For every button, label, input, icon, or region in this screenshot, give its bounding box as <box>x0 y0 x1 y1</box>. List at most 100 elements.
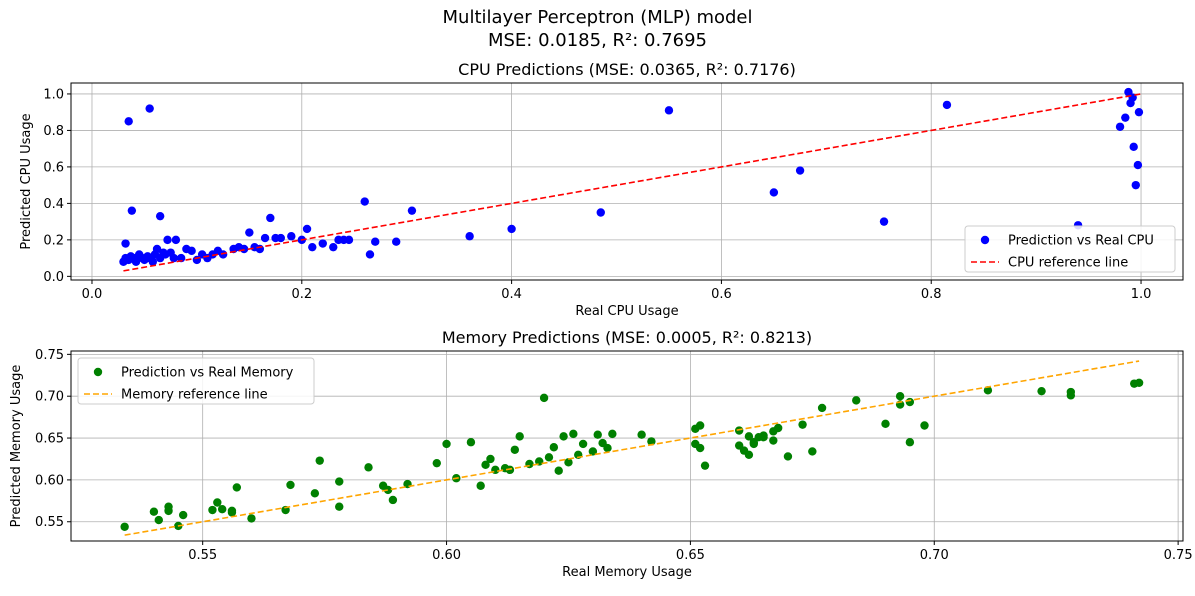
cpu-scatter-point <box>407 206 417 215</box>
memory-scatter-point <box>388 495 398 505</box>
memory-scatter-point <box>817 403 827 413</box>
figure-subtitle: MSE: 0.0185, R²: 0.7695 <box>487 30 708 51</box>
cpu-scatter-point <box>171 235 181 245</box>
cpu-predictions-chart: CPU Predictions (MSE: 0.0365, R²: 0.7176… <box>19 60 1184 319</box>
cpu-legend-label: Prediction vs Real CPU <box>1008 234 1154 249</box>
cpu-scatter-point <box>131 257 141 266</box>
memory-scatter-point <box>481 460 490 470</box>
memory-scatter-point <box>544 453 554 462</box>
memory-scatter-point <box>905 438 915 447</box>
memory-series-0 <box>120 378 1144 531</box>
cpu-y-tick-label: 1.0 <box>43 87 64 102</box>
cpu-y-tick-label: 0.2 <box>43 233 64 248</box>
memory-scatter-point <box>335 502 344 511</box>
cpu-y-tick-label: 0.6 <box>43 160 64 175</box>
memory-scatter-point <box>769 436 778 445</box>
memory-scatter-point <box>695 443 705 453</box>
cpu-scatter-point <box>344 235 354 245</box>
memory-series-1 <box>124 360 1140 536</box>
memory-scatter-point <box>783 452 793 461</box>
cpu-scatter-point <box>664 106 674 115</box>
memory-scatter-point <box>286 480 295 490</box>
memory-scatter-point <box>744 450 754 459</box>
memory-scatter-point <box>310 489 320 498</box>
cpu-scatter-point <box>329 242 338 252</box>
cpu-scatter-point <box>596 208 605 217</box>
memory-scatter-point <box>549 443 559 452</box>
memory-y-axis-label: Predicted Memory Usage <box>9 365 24 528</box>
memory-scatter-point <box>905 397 915 407</box>
memory-scatter-point <box>154 515 163 525</box>
cpu-axes-frame <box>70 82 1184 281</box>
cpu-scatter-point <box>239 244 249 254</box>
cpu-x-tick-label: 1.0 <box>1131 287 1152 302</box>
memory-scatter-point <box>808 447 817 456</box>
cpu-scatter-point <box>308 242 317 252</box>
memory-x-tick-label: 0.55 <box>188 548 217 563</box>
memory-legend-box <box>77 357 315 405</box>
cpu-scatter-point <box>155 211 165 221</box>
memory-scatter-point <box>920 421 929 430</box>
cpu-scatter-point <box>276 233 286 243</box>
memory-scatter-point <box>476 481 485 490</box>
cpu-scatter-point <box>392 237 401 246</box>
memory-scatter-point <box>647 437 656 446</box>
cpu-scatter-point <box>255 244 265 254</box>
memory-scatter-point <box>486 454 495 464</box>
memory-y-tick-label: 0.65 <box>35 432 64 447</box>
cpu-scatter-point <box>260 233 270 243</box>
cpu-reference-line <box>123 93 1142 272</box>
memory-scatter-point <box>852 396 861 405</box>
memory-scatter-point <box>164 506 173 516</box>
memory-chart-title: Memory Predictions (MSE: 0.0005, R²: 0.8… <box>442 328 812 347</box>
memory-predictions-chart: Memory Predictions (MSE: 0.0005, R²: 0.8… <box>9 328 1193 580</box>
memory-scatter-point <box>759 433 768 442</box>
cpu-scatter-point <box>1115 122 1125 131</box>
memory-scatter-point <box>120 522 129 531</box>
memory-x-tick-label: 0.65 <box>676 548 705 563</box>
memory-y-tick-label: 0.60 <box>35 473 64 488</box>
memory-scatter-point <box>383 485 393 495</box>
memory-scatter-point <box>442 439 451 449</box>
memory-scatter-point <box>539 393 549 403</box>
memory-scatter-point <box>178 510 188 520</box>
figure-title: Multilayer Perceptron (MLP) model <box>442 7 753 28</box>
cpu-x-tick-label: 0.2 <box>291 287 312 302</box>
memory-scatter-point <box>364 463 373 472</box>
memory-scatter-point <box>695 421 705 430</box>
memory-scatter-point <box>510 445 520 454</box>
memory-scatter-point <box>208 505 217 515</box>
memory-scatter-point <box>554 466 563 475</box>
memory-scatter-point <box>744 432 754 441</box>
memory-scatter-point <box>881 419 890 429</box>
memory-scatter-point <box>217 504 227 514</box>
cpu-scatter-point <box>1134 107 1144 117</box>
cpu-y-axis-label: Predicted CPU Usage <box>19 113 34 249</box>
memory-scatter-point <box>247 514 256 523</box>
memory-legend-label: Memory reference line <box>121 388 268 403</box>
cpu-scatter-point <box>942 100 952 110</box>
cpu-scatter-point <box>365 250 375 259</box>
memory-axes-frame <box>70 350 1184 542</box>
memory-scatter-point <box>466 438 476 447</box>
memory-scatter-point <box>559 432 568 441</box>
cpu-scatter-point <box>287 232 296 241</box>
memory-scatter-point <box>588 447 598 456</box>
cpu-legend: Prediction vs Real CPU CPU reference line <box>964 225 1176 273</box>
memory-scatter-point <box>227 506 237 516</box>
cpu-x-tick-label: 0.0 <box>82 287 103 302</box>
cpu-x-tick-label: 0.8 <box>921 287 942 302</box>
cpu-scatter-point <box>176 253 186 263</box>
cpu-scatter-point <box>795 166 805 175</box>
memory-scatter-point <box>608 429 617 439</box>
memory-reference-line <box>124 360 1140 536</box>
cpu-legend-box <box>964 225 1176 273</box>
cpu-scatter-point <box>465 232 474 241</box>
memory-x-axis-label: Real Memory Usage <box>562 565 692 580</box>
memory-scatter-point <box>1037 386 1046 396</box>
memory-scatter-point <box>593 430 602 439</box>
cpu-scatter-point <box>245 228 254 237</box>
memory-legend-label: Prediction vs Real Memory <box>121 366 294 381</box>
memory-x-tick-label: 0.70 <box>920 548 949 563</box>
